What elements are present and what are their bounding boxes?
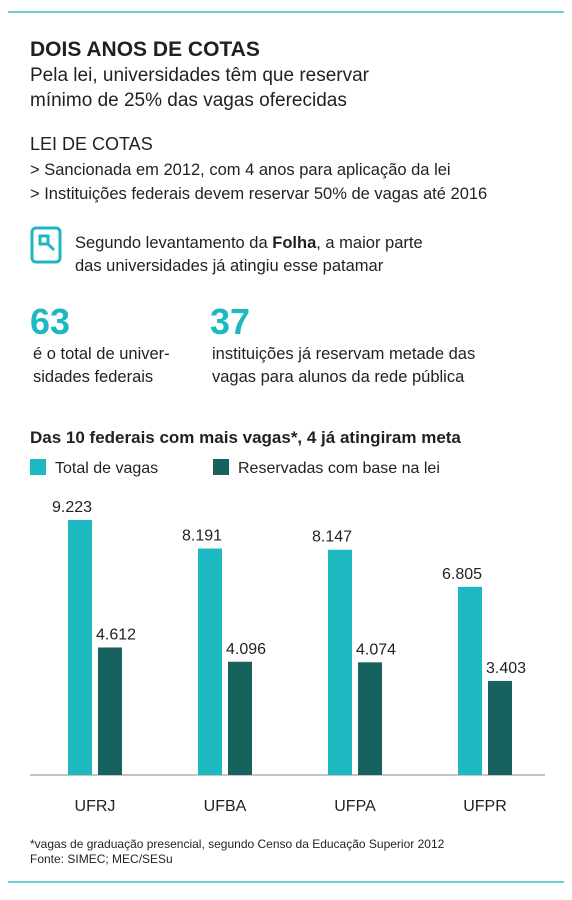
note-bold: Folha [272,234,317,252]
chart-title: Das 10 federais com mais vagas*, 4 já at… [30,428,461,447]
bullet: > Instituições federais devem reservar 5… [30,185,487,203]
legend-label: Total de vagas [55,460,158,477]
section-title: LEI DE COTAS [30,134,153,154]
x-tick-label: UFBA [204,798,247,815]
value-label: 6.805 [442,566,482,583]
bar [98,647,122,775]
title: DOIS ANOS DE COTAS [30,38,260,61]
bar [358,662,382,775]
stat-text: instituições já reservam metade das [212,345,475,363]
note: Segundo levantamento da Folha, a maior p… [75,234,423,252]
stat-text: é o total de univer- [33,345,170,363]
stat-number: 37 [210,301,250,342]
value-label: 3.403 [486,660,526,677]
note-text: , a maior parte [316,234,422,252]
legend-label: Reservadas com base na lei [238,460,440,477]
bar [68,520,92,775]
value-label: 8.147 [312,529,352,546]
note-text: Segundo levantamento da [75,234,272,252]
bar [228,661,252,775]
note: das universidades já atingiu esse patama… [75,257,384,275]
value-label: 4.074 [356,641,396,658]
value-label: 8.191 [182,528,222,545]
x-tick-label: UFPR [463,798,507,815]
source: Fonte: SIMEC; MEC/SESu [30,852,173,866]
value-label: 9.223 [52,499,92,516]
bullet: > Sancionada em 2012, com 4 anos para ap… [30,161,451,179]
legend-swatch [213,459,229,475]
stat-text: vagas para alunos da rede pública [212,368,465,386]
bar [488,680,512,775]
bar [198,548,222,775]
value-label: 4.612 [96,626,136,643]
stat-number: 63 [30,301,70,342]
stat-text: sidades federais [33,368,153,386]
note-icon [30,226,62,264]
legend-swatch [30,459,46,475]
value-label: 4.096 [226,641,266,658]
footnote: *vagas de graduação presencial, segundo … [30,837,445,851]
subtitle: mínimo de 25% das vagas oferecidas [30,90,347,111]
x-tick-label: UFRJ [75,798,116,815]
bar [458,586,482,775]
subtitle: Pela lei, universidades têm que reservar [30,65,370,86]
bar [328,549,352,775]
x-tick-label: UFPA [334,798,376,815]
